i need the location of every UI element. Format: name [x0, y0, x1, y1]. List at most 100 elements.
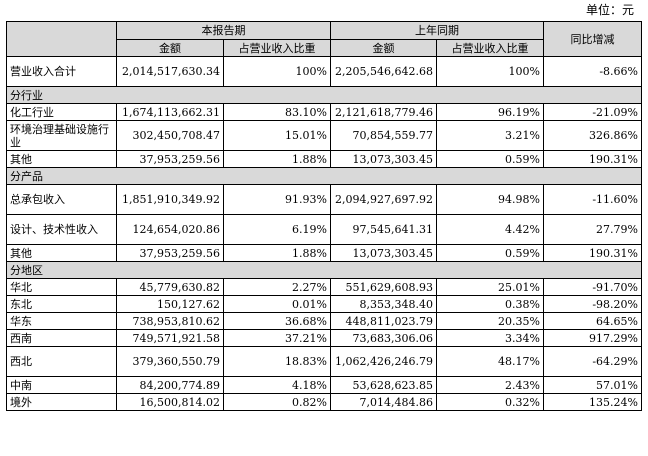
yoy-change: 64.65%: [543, 312, 642, 330]
current-share: 83.10%: [223, 103, 331, 121]
prior-share: 94.98%: [436, 184, 544, 215]
current-share: 2.27%: [223, 278, 331, 296]
row-label: 西南: [6, 329, 117, 347]
total-current-amount: 2,014,517,630.34: [116, 56, 224, 87]
table-row: 化工行业 1,674,113,662.31 83.10% 2,121,618,779.…: [6, 103, 642, 121]
row-label: 设计、技术性收入: [6, 214, 117, 245]
unit-label: 单位：元: [585, 3, 634, 17]
yoy-change: -91.70%: [543, 278, 642, 296]
row-label: 东北: [6, 295, 117, 313]
table-row: 其他 37,953,259.56 1.88% 13,073,303.45 0.59% 19…: [6, 150, 642, 168]
total-prior-amount: 2,205,546,642.68: [330, 56, 437, 87]
row-label: 环境治理基础设施行业: [6, 120, 117, 151]
section-header-row: 分产品: [6, 167, 642, 185]
table-row: 华东 738,953,810.62 36.68% 448,811,023.79 20.3…: [6, 312, 642, 330]
header-current-share: 占营业收入比重: [223, 39, 331, 57]
header-row-2: 金额 占营业收入比重 金额 占营业收入比重: [7, 39, 642, 57]
prior-share: 20.35%: [436, 312, 544, 330]
row-label: 中南: [6, 376, 117, 394]
header-current-amount: 金额: [116, 39, 224, 57]
section-title: 分产品: [6, 167, 642, 185]
table-row: 环境治理基础设施行业 302,450,708.47 15.01% 70,854,559…: [6, 120, 642, 151]
section-header-row: 分地区: [6, 261, 642, 279]
row-label: 化工行业: [6, 103, 117, 121]
yoy-change: -64.29%: [543, 346, 642, 377]
current-amount: 45,779,630.82: [116, 278, 224, 296]
current-amount: 379,360,550.79: [116, 346, 224, 377]
prior-share: 25.01%: [436, 278, 544, 296]
revenue-table: 本报告期 上年同期 同比增减 金额 占营业收入比重 金额 占营业收入比重 营业收…: [6, 21, 642, 411]
prior-share: 4.42%: [436, 214, 544, 245]
prior-amount: 2,121,618,779.46: [330, 103, 437, 121]
table-row: 中南 84,200,774.89 4.18% 53,628,623.85 2.43% 57…: [6, 376, 642, 394]
yoy-change: 27.79%: [543, 214, 642, 245]
total-prior-share: 100%: [436, 56, 544, 87]
header-row-1: 本报告期 上年同期 同比增减: [6, 21, 642, 57]
total-row: 营业收入合计 2,014,517,630.34 100% 2,205,546,6…: [6, 56, 642, 87]
row-label: 其他: [6, 244, 117, 262]
prior-amount: 13,073,303.45: [330, 244, 437, 262]
table-row: 东北 150,127.62 0.01% 8,353,348.40 0.38% -98.20…: [6, 295, 642, 313]
current-amount: 84,200,774.89: [116, 376, 224, 394]
prior-share: 2.43%: [436, 376, 544, 394]
prior-amount: 448,811,023.79: [330, 312, 437, 330]
prior-share: 0.59%: [436, 150, 544, 168]
row-label: 境外: [6, 393, 117, 411]
current-share: 37.21%: [223, 329, 331, 347]
prior-amount: 73,683,306.06: [330, 329, 437, 347]
current-amount: 302,450,708.47: [116, 120, 224, 151]
prior-amount: 53,628,623.85: [330, 376, 437, 394]
current-amount: 37,953,259.56: [116, 244, 224, 262]
table-row: 境外 16,500,814.02 0.82% 7,014,484.86 0.32% 135…: [6, 393, 642, 411]
yoy-change: -21.09%: [543, 103, 642, 121]
yoy-change: -11.60%: [543, 184, 642, 215]
prior-amount: 97,545,641.31: [330, 214, 437, 245]
prior-amount: 7,014,484.86: [330, 393, 437, 411]
prior-share: 48.17%: [436, 346, 544, 377]
table-row: 其他 37,953,259.56 1.88% 13,073,303.45 0.59% 19…: [6, 244, 642, 262]
current-share: 15.01%: [223, 120, 331, 151]
table-row: 华北 45,779,630.82 2.27% 551,629,608.93 25.01%…: [6, 278, 642, 296]
prior-share: 0.59%: [436, 244, 544, 262]
section-title: 分地区: [6, 261, 642, 279]
total-yoy: -8.66%: [543, 56, 642, 87]
current-share: 18.83%: [223, 346, 331, 377]
prior-share: 3.21%: [436, 120, 544, 151]
current-amount: 16,500,814.02: [116, 393, 224, 411]
current-amount: 37,953,259.56: [116, 150, 224, 168]
row-label: 华东: [6, 312, 117, 330]
row-label: 其他: [6, 150, 117, 168]
current-share: 6.19%: [223, 214, 331, 245]
prior-amount: 70,854,559.77: [330, 120, 437, 151]
table-row: 西南 749,571,921.58 37.21% 73,683,306.06 3.34%…: [6, 329, 642, 347]
header-current-period: 本报告期: [116, 21, 331, 40]
current-amount: 749,571,921.58: [116, 329, 224, 347]
yoy-change: 190.31%: [543, 244, 642, 262]
row-label: 总承包收入: [6, 184, 117, 215]
prior-share: 96.19%: [436, 103, 544, 121]
section-header-row: 分行业: [6, 86, 642, 104]
current-share: 36.68%: [223, 312, 331, 330]
current-amount: 738,953,810.62: [116, 312, 224, 330]
yoy-change: -98.20%: [543, 295, 642, 313]
current-amount: 124,654,020.86: [116, 214, 224, 245]
current-share: 0.82%: [223, 393, 331, 411]
table-row: 总承包收入 1,851,910,349.92 91.93% 2,094,927,697…: [6, 184, 642, 215]
current-share: 1.88%: [223, 150, 331, 168]
prior-amount: 551,629,608.93: [330, 278, 437, 296]
header-prior-amount: 金额: [330, 39, 437, 57]
prior-amount: 1,062,426,246.79: [330, 346, 437, 377]
prior-share: 3.34%: [436, 329, 544, 347]
current-share: 0.01%: [223, 295, 331, 313]
row-label: 华北: [6, 278, 117, 296]
prior-share: 0.32%: [436, 393, 544, 411]
yoy-change: 190.31%: [543, 150, 642, 168]
row-label: 西北: [6, 346, 117, 377]
total-current-share: 100%: [223, 56, 331, 87]
header-yoy: 同比增减: [543, 21, 642, 57]
prior-amount: 2,094,927,697.92: [330, 184, 437, 215]
header-prior-period: 上年同期: [330, 21, 544, 40]
header-blank: [6, 21, 117, 57]
prior-amount: 8,353,348.40: [330, 295, 437, 313]
table-row: 西北 379,360,550.79 18.83% 1,062,426,246.79 48…: [6, 346, 642, 377]
